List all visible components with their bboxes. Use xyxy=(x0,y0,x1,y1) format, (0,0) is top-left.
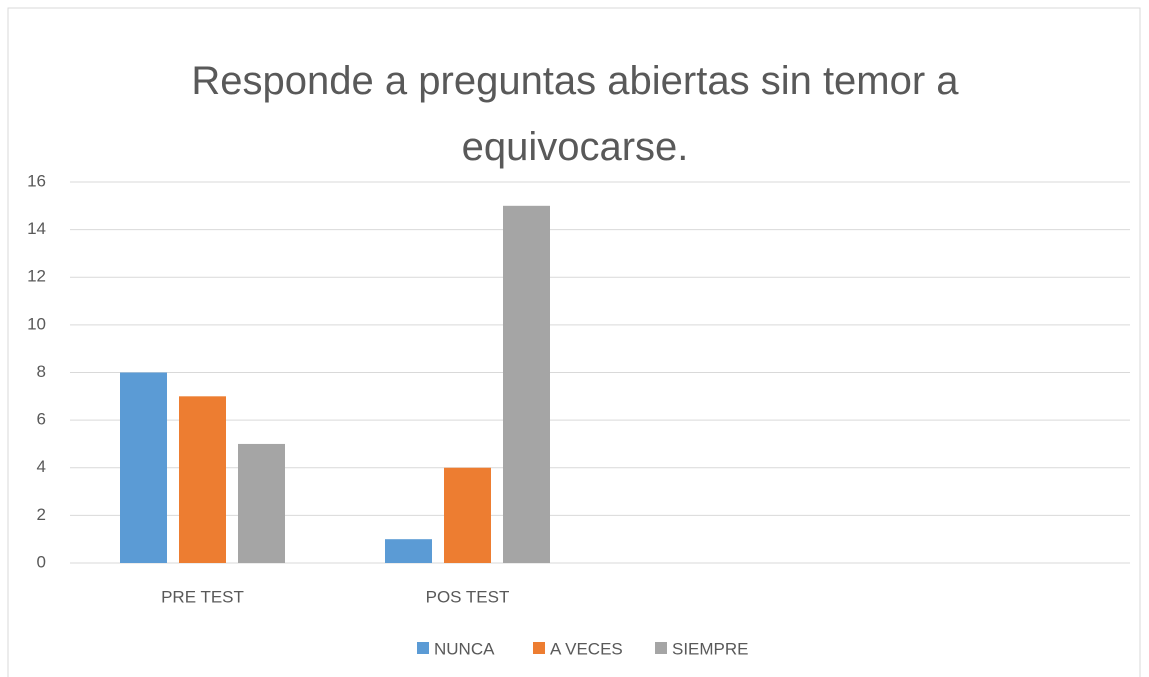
bar xyxy=(385,539,432,563)
legend-label: NUNCA xyxy=(434,639,495,658)
y-tick-label: 0 xyxy=(37,552,46,571)
chart-border xyxy=(7,7,1141,677)
bar xyxy=(238,443,285,563)
y-tick-label: 4 xyxy=(37,457,46,476)
bar xyxy=(179,396,226,563)
legend-label: A VECES xyxy=(550,639,623,658)
y-tick-label: 12 xyxy=(27,267,46,286)
y-tick-label: 16 xyxy=(27,171,46,190)
legend-label: SIEMPRE xyxy=(672,639,749,658)
bar xyxy=(120,372,167,563)
y-tick-label: 6 xyxy=(37,410,46,429)
y-tick-label: 2 xyxy=(37,505,46,524)
y-tick-label: 10 xyxy=(27,314,46,333)
bar xyxy=(503,205,550,563)
legend-swatch xyxy=(655,642,667,654)
y-tick-label: 8 xyxy=(37,362,46,381)
y-tick-label: 14 xyxy=(27,219,46,238)
bar xyxy=(444,467,491,563)
x-tick-label: POS TEST xyxy=(426,587,510,606)
chart-title: Responde a preguntas abiertas sin temor … xyxy=(191,59,959,169)
x-tick-label: PRE TEST xyxy=(161,587,244,606)
legend-swatch xyxy=(533,642,545,654)
legend-swatch xyxy=(417,642,429,654)
